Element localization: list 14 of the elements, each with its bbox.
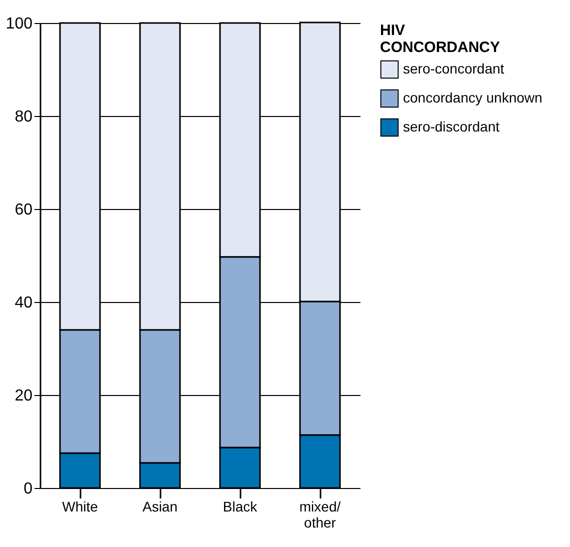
legend-label: sero-discordant <box>403 118 500 134</box>
legend-title: HIV CONCORDANCY <box>380 22 500 56</box>
y-tick-label: 20 <box>14 388 33 404</box>
x-tick-label: Black <box>222 498 258 514</box>
x-tick-label: Asian <box>142 498 178 514</box>
legend-label: concordancy unknown <box>403 90 542 106</box>
x-tick-label: mixed/ other <box>299 498 341 530</box>
y-tick-label: 40 <box>14 294 33 312</box>
y-tick-label: 0 <box>24 480 33 498</box>
y-tick-label: 80 <box>14 108 33 126</box>
y-tick-label: 60 <box>14 202 33 218</box>
y-tick-label: 100 <box>6 16 33 32</box>
legend-label: sero-concordant <box>403 60 504 76</box>
x-tick-label: White <box>62 498 98 514</box>
